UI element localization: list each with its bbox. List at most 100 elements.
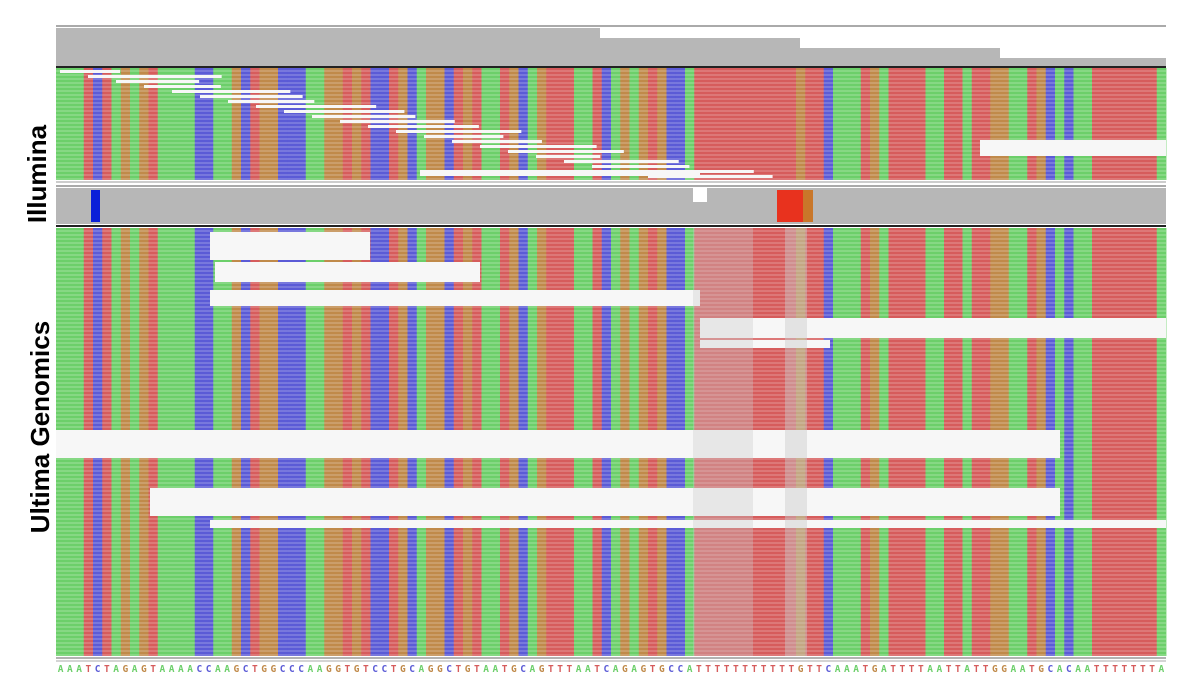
reference-base: G bbox=[270, 664, 277, 675]
base-column-A bbox=[111, 68, 122, 180]
reference-base: A bbox=[686, 664, 693, 675]
reference-base: T bbox=[714, 664, 721, 675]
reference-base: A bbox=[964, 664, 970, 675]
reference-base: T bbox=[1029, 664, 1035, 675]
reference-base: C bbox=[94, 664, 101, 675]
reference-base: T bbox=[807, 664, 813, 675]
base-column-T bbox=[102, 68, 112, 180]
base-column-C bbox=[379, 68, 390, 180]
base-column-G bbox=[870, 68, 880, 180]
read-gap bbox=[228, 100, 315, 103]
reference-base: C bbox=[668, 664, 674, 675]
base-column-A bbox=[629, 68, 640, 180]
reference-base: T bbox=[890, 664, 896, 675]
base-column-T bbox=[703, 68, 714, 180]
read-gap bbox=[56, 430, 1060, 458]
reference-base: T bbox=[816, 664, 822, 675]
base-column-G bbox=[268, 68, 279, 180]
reference-base: T bbox=[751, 664, 758, 675]
read-gap bbox=[60, 70, 121, 73]
reference-base: T bbox=[649, 664, 656, 675]
reference-base: T bbox=[779, 664, 785, 675]
reference-base: A bbox=[76, 664, 82, 675]
reference-base: A bbox=[131, 664, 138, 675]
reference-base: A bbox=[585, 664, 591, 675]
base-column-T bbox=[740, 68, 751, 180]
reference-base: A bbox=[307, 664, 314, 675]
read-gap bbox=[396, 130, 522, 133]
base-column-T bbox=[592, 68, 603, 180]
base-column-T bbox=[768, 68, 778, 180]
base-column-A bbox=[1073, 68, 1084, 180]
read-gap bbox=[116, 80, 200, 83]
reference-base: T bbox=[104, 664, 110, 675]
coverage-mismatch-C bbox=[91, 190, 100, 222]
base-column-T bbox=[1147, 68, 1158, 180]
base-column-G bbox=[620, 68, 630, 180]
base-column-G bbox=[324, 68, 334, 180]
reference-base: A bbox=[1084, 664, 1091, 675]
base-column-T bbox=[759, 68, 769, 180]
base-column-G bbox=[259, 68, 270, 180]
reference-base: T bbox=[770, 664, 776, 675]
base-column-A bbox=[934, 68, 945, 180]
read-gap bbox=[210, 290, 700, 306]
read-gap bbox=[200, 95, 303, 98]
reference-base: T bbox=[594, 664, 600, 675]
base-column-C bbox=[601, 68, 612, 180]
base-column-T bbox=[749, 68, 760, 180]
read-gap bbox=[215, 262, 480, 282]
reference-base: A bbox=[215, 664, 221, 675]
base-column-A bbox=[416, 68, 427, 180]
base-column-A bbox=[167, 68, 177, 180]
base-column-A bbox=[962, 68, 973, 180]
reference-base: G bbox=[233, 664, 240, 675]
coverage-mismatch-G bbox=[803, 190, 813, 222]
base-column-T bbox=[389, 68, 399, 180]
reference-base: T bbox=[1103, 664, 1109, 675]
read-gap bbox=[452, 140, 542, 143]
base-column-A bbox=[1082, 228, 1093, 656]
reference-base: T bbox=[899, 664, 906, 675]
reference-base: A bbox=[834, 664, 841, 675]
base-column-C bbox=[1045, 68, 1056, 180]
base-column-A bbox=[1082, 68, 1093, 180]
base-column-T bbox=[805, 68, 815, 180]
base-column-T bbox=[250, 68, 260, 180]
base-column-G bbox=[120, 68, 131, 180]
base-column-C bbox=[1064, 228, 1074, 656]
base-column-G bbox=[990, 68, 1000, 180]
reference-base: T bbox=[982, 664, 989, 675]
coverage-dip bbox=[800, 38, 1166, 48]
base-column-G bbox=[398, 68, 408, 180]
read-gap bbox=[172, 90, 291, 93]
base-column-A bbox=[130, 68, 140, 180]
base-column-A bbox=[611, 68, 621, 180]
reference-base: T bbox=[742, 664, 748, 675]
base-column-T bbox=[944, 68, 954, 180]
reference-base: T bbox=[566, 664, 573, 675]
base-column-G bbox=[139, 68, 149, 180]
base-column-A bbox=[222, 68, 233, 180]
reference-base: A bbox=[936, 664, 943, 675]
base-column-C bbox=[93, 68, 103, 180]
reference-base: G bbox=[464, 664, 471, 675]
reference-base: C bbox=[242, 664, 249, 675]
base-column-G bbox=[352, 68, 362, 180]
reference-base: C bbox=[196, 664, 203, 675]
reference-base: G bbox=[871, 664, 878, 675]
base-column-A bbox=[527, 68, 538, 180]
base-column-A bbox=[925, 68, 936, 180]
reference-base: G bbox=[622, 664, 628, 675]
coverage-dip bbox=[1000, 48, 1166, 58]
reference-base: T bbox=[1093, 664, 1100, 675]
reference-base: A bbox=[1019, 664, 1026, 675]
base-column-C bbox=[287, 68, 297, 180]
base-column-T bbox=[546, 68, 556, 180]
reference-base: A bbox=[492, 664, 499, 675]
base-column-T bbox=[1119, 228, 1130, 656]
base-column-A bbox=[1073, 228, 1084, 656]
base-column-T bbox=[1110, 228, 1121, 656]
base-column-T bbox=[916, 68, 926, 180]
reference-base: T bbox=[1112, 664, 1118, 675]
